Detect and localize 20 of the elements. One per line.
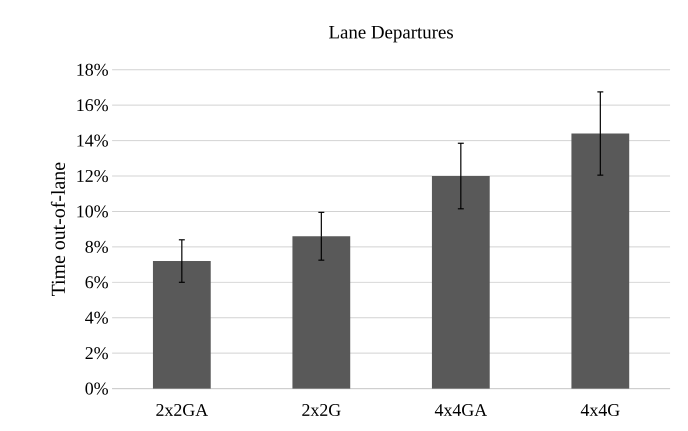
x-tick-label: 2x2GA — [156, 404, 208, 416]
y-tick-label: 8% — [85, 240, 108, 253]
y-tick-label: 12% — [77, 170, 108, 182]
y-tick-label: 18% — [77, 63, 108, 76]
y-tick-label: 14% — [77, 134, 108, 146]
bar — [152, 260, 211, 388]
bar — [571, 133, 630, 388]
y-axis-title: Time out-of-lane — [50, 162, 66, 296]
y-tick-label: 6% — [86, 276, 108, 288]
x-tick-label: 2x2G — [302, 404, 341, 416]
chart-title: Lane Departures — [329, 26, 453, 42]
x-tick-label: 4x4G — [580, 404, 620, 416]
bar — [432, 176, 490, 388]
y-tick-label: 2% — [86, 346, 108, 360]
bar — [292, 236, 350, 388]
y-tick-label: 16% — [77, 98, 108, 112]
y-tick-label: 4% — [85, 311, 108, 324]
y-tick-label: 10% — [77, 205, 108, 218]
x-tick-label: 4x4GA — [434, 404, 488, 416]
y-tick-label: 0% — [85, 382, 108, 394]
